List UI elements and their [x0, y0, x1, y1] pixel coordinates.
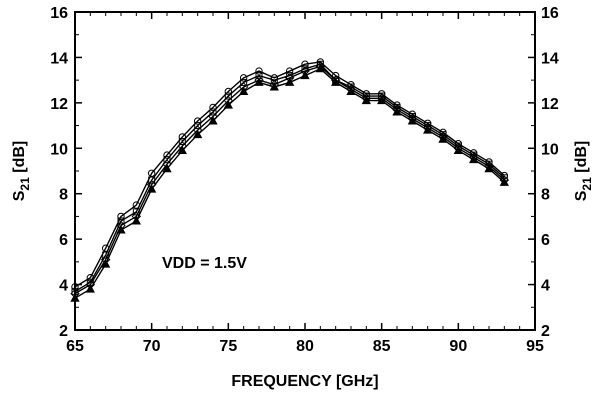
y-axis-title-left-main: S: [11, 190, 28, 201]
y-tick-label-right: 4: [541, 278, 550, 295]
x-tick-label: 80: [296, 338, 314, 355]
data-point-triangle: [300, 70, 310, 80]
data-point-triangle: [239, 86, 249, 95]
x-axis-title: FREQUENCY [GHz]: [231, 373, 378, 390]
series-line: [74, 63, 505, 292]
y-tick-label-right: 10: [541, 141, 559, 158]
data-point-triangle: [438, 134, 448, 143]
y-tick-label-left: 2: [59, 323, 68, 340]
data-point-triangle: [407, 115, 417, 125]
y-tick-label-right: 8: [541, 187, 550, 204]
data-point-circle: [117, 212, 125, 221]
y-tick-label-left: 4: [59, 278, 68, 295]
y-axis-title-left: S21 [dB]: [11, 141, 32, 201]
series-triangle: [70, 63, 509, 302]
data-point-triangle: [315, 63, 325, 73]
data-point-square: [117, 217, 125, 225]
data-point-triangle: [254, 77, 264, 86]
data-point-square: [178, 137, 186, 145]
y-tick-label-left: 12: [50, 96, 68, 113]
series-square: [71, 60, 508, 295]
y-axis-title-right: S21 [dB]: [573, 141, 592, 201]
data-point-triangle: [331, 77, 341, 86]
data-point-triangle: [131, 215, 141, 225]
data-point-triangle: [116, 225, 126, 234]
data-point-triangle: [361, 95, 371, 105]
y-tick-label-right: 14: [541, 50, 559, 67]
series-circle: [71, 58, 509, 291]
vdd-annotation: VDD = 1.5V: [162, 255, 247, 272]
y-axis-title-left-unit: [dB]: [11, 141, 28, 177]
data-point-triangle: [269, 81, 279, 91]
data-point-triangle: [423, 125, 433, 134]
y-tick-label-left: 10: [50, 141, 68, 158]
x-tick-label: 75: [219, 338, 237, 355]
data-point-square: [240, 78, 248, 86]
data-point-triangle: [223, 100, 233, 109]
y-axis-title-right-main: S: [573, 190, 590, 201]
data-point-square: [194, 122, 202, 130]
y-tick-label-right: 6: [541, 232, 550, 249]
series-line: [74, 65, 505, 295]
x-tick-label: 70: [143, 338, 161, 355]
x-tick-label: 90: [449, 338, 467, 355]
y-tick-label-right: 12: [541, 96, 559, 113]
data-point-triangle: [484, 163, 494, 173]
data-point-circle: [255, 67, 263, 75]
series-diamond: [70, 61, 510, 299]
data-point-triangle: [208, 115, 218, 125]
data-point-triangle: [285, 77, 295, 86]
data-point-triangle: [193, 129, 203, 139]
data-point-circle: [193, 117, 202, 125]
y-tick-label-left: 14: [50, 50, 68, 67]
y-tick-label-left: 6: [59, 232, 68, 249]
data-point-circle: [239, 74, 248, 82]
y-axis-title-left-sub: 21: [18, 177, 32, 191]
x-tick-label: 65: [66, 338, 84, 355]
data-point-triangle: [453, 145, 463, 155]
x-tick-label: 85: [373, 338, 391, 355]
y-tick-label-right: 2: [541, 323, 550, 340]
plot-marks: [70, 58, 510, 302]
data-point-triangle: [162, 163, 172, 173]
series-line: [74, 61, 505, 288]
plot-frame: [74, 11, 536, 331]
data-point-triangle: [101, 259, 111, 268]
x-tick-label: 95: [526, 338, 544, 355]
y-tick-label-right: 16: [541, 5, 559, 22]
y-axis-title-right-unit: [dB]: [573, 141, 590, 177]
data-point-triangle: [469, 154, 479, 164]
series-line: [74, 67, 505, 299]
data-point-circle: [147, 169, 156, 177]
data-point-triangle: [392, 106, 402, 116]
y-tick-label-left: 8: [59, 187, 68, 204]
data-point-circle: [178, 133, 187, 141]
data-point-triangle: [85, 284, 95, 293]
data-point-triangle: [147, 184, 157, 193]
data-point-triangle: [377, 95, 387, 105]
y-tick-label-left: 16: [50, 5, 68, 22]
data-point-square: [224, 92, 232, 100]
data-point-square: [209, 108, 217, 116]
data-point-triangle: [499, 177, 509, 186]
data-point-circle: [224, 87, 233, 96]
data-point-triangle: [177, 145, 187, 155]
data-point-circle: [209, 103, 217, 112]
y-axis-title-right-sub: 21: [580, 177, 592, 191]
data-point-triangle: [346, 86, 356, 95]
